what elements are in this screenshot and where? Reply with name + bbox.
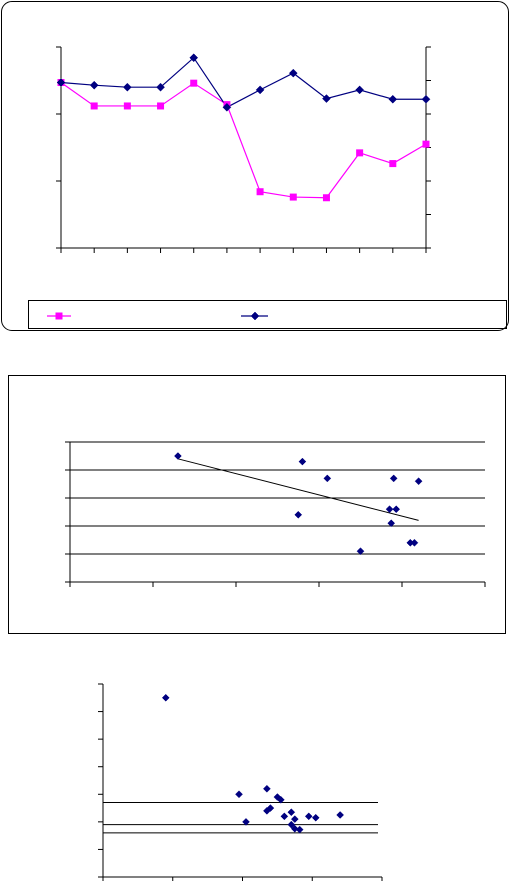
series-1-point (190, 79, 198, 87)
scatter-point (389, 474, 398, 483)
scatter-point (392, 505, 401, 514)
scatter-point (304, 812, 313, 821)
scatter-point (161, 693, 170, 702)
series-1-point (123, 102, 131, 110)
scatter-point (414, 477, 423, 486)
legend-marker-series-2 (250, 311, 260, 321)
series-2-point (355, 85, 364, 95)
series-1-point (289, 193, 297, 201)
dual-axis-line-chart (56, 46, 431, 253)
scatter-point (290, 815, 299, 823)
scatter-point (287, 820, 296, 829)
scatter-point (280, 812, 289, 821)
scatter-point (266, 804, 275, 812)
scatter-point (287, 808, 296, 817)
scatter-point (336, 811, 345, 819)
scatter-point (174, 452, 182, 460)
scatter-point (311, 813, 320, 822)
scatter-point (356, 547, 365, 556)
legend-marker-series-1 (55, 312, 63, 320)
series-1-point (157, 102, 165, 110)
line-chart-panel (1, 1, 509, 331)
scatter-point (298, 457, 307, 466)
scatter-chart-panel (8, 375, 506, 634)
scatter-point (294, 510, 303, 519)
series-1-point (256, 188, 264, 196)
series-2-point (123, 82, 132, 92)
series-1-point (356, 149, 364, 157)
series-2-point (189, 53, 199, 63)
scatter-point (290, 824, 299, 833)
scatter-point (387, 519, 396, 528)
series-2-point (89, 80, 99, 90)
scatter-point (235, 790, 243, 799)
scatter-point (295, 825, 304, 834)
scatter-point (410, 538, 419, 547)
series-2-point (288, 68, 298, 78)
series-line-1 (60, 82, 427, 199)
series-1-point (389, 160, 397, 168)
trendline (177, 458, 419, 521)
series-2-point (322, 94, 331, 103)
legend-markers (47, 311, 268, 321)
series-2-point (222, 102, 232, 112)
series-2-point (56, 78, 66, 87)
series-2-point (255, 85, 265, 95)
series-2-point (156, 82, 165, 92)
scatter-point (277, 795, 285, 804)
scatter-point (263, 784, 271, 793)
series-line-2 (60, 56, 426, 109)
chart-legend (28, 300, 507, 329)
series-1-point (422, 140, 430, 148)
series-1-point (90, 102, 98, 110)
series-2-point (388, 94, 398, 104)
scatter-point (242, 818, 250, 826)
series-2-point (421, 94, 431, 104)
series-1-point (322, 194, 330, 202)
scatter-point (323, 474, 332, 483)
scatter-point (385, 505, 394, 514)
